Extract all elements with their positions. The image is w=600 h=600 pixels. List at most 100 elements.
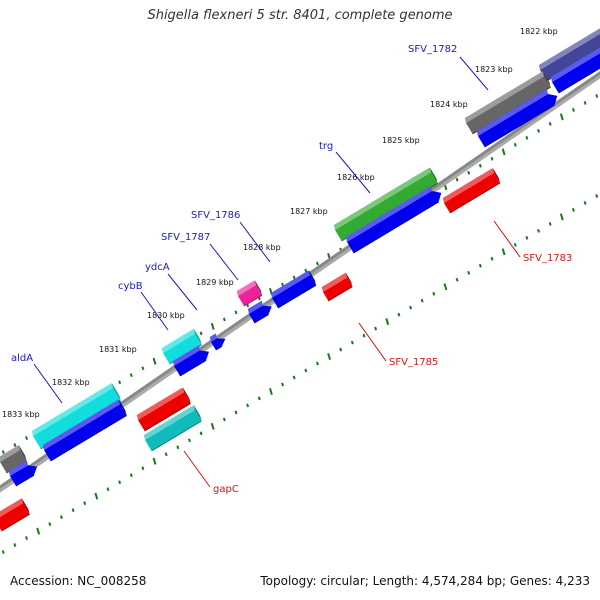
gene-red-1785 xyxy=(321,272,353,302)
leader-line-ydcA xyxy=(167,273,198,311)
gene-teal-gapC xyxy=(143,405,202,452)
tick-dot-0-15 xyxy=(152,357,157,365)
gene-cyan-aldA-top xyxy=(31,383,113,436)
tick-dot-1-11 xyxy=(106,487,110,492)
tick-label-11: 1833 kbp xyxy=(2,410,40,419)
gene-red-1783-edge xyxy=(449,182,501,214)
gene-pink-1786-top xyxy=(236,280,256,296)
gene-cyan-cybB-top xyxy=(161,328,195,353)
tick-dot-1-15 xyxy=(152,457,157,465)
tick-dot-1-31 xyxy=(339,347,343,352)
tick-label-6: 1828 kbp xyxy=(243,243,281,252)
gene-green-trg-top xyxy=(333,167,431,230)
gene-label-ydcA[interactable]: ydcA xyxy=(145,262,170,273)
tick-dot-1-28 xyxy=(304,368,308,373)
gene-gray-1824-top xyxy=(464,71,544,123)
gene-gray-1833 xyxy=(0,445,27,474)
gene-blue-1833 xyxy=(8,460,37,487)
tick-label-8: 1830 kbp xyxy=(147,311,185,320)
tick-dot-0-29 xyxy=(316,261,319,266)
tick-dot-1-19 xyxy=(199,431,203,436)
tick-dot-1-30 xyxy=(327,353,332,361)
gene-blue-1822-edge xyxy=(558,67,600,94)
tick-dot-1-47 xyxy=(525,235,529,240)
tick-dot-0-26 xyxy=(281,282,284,287)
gene-gray-1833-top xyxy=(0,445,20,462)
tick-dot-1-41 xyxy=(455,277,459,282)
tick-dot-1-37 xyxy=(409,305,412,310)
tick-dot-1-27 xyxy=(292,375,296,380)
gene-blue-1822-front xyxy=(552,53,600,93)
gene-navy-1822-front xyxy=(540,34,600,81)
tick-dot-1-40 xyxy=(443,283,448,291)
gene-features xyxy=(0,28,600,532)
tick-dot-1-26 xyxy=(281,382,284,387)
tick-label-2: 1824 kbp xyxy=(430,100,468,109)
leader-line-aldA xyxy=(33,363,63,404)
tick-dot-0-45 xyxy=(501,148,506,156)
gene-red-gapC xyxy=(136,387,191,432)
tick-dot-1-13 xyxy=(129,473,133,478)
gene-red-1785-side xyxy=(345,272,353,287)
tick-dot-0-43 xyxy=(478,163,482,168)
gene-red-edge-front xyxy=(0,503,30,531)
tick-dot-1-20 xyxy=(210,422,215,430)
leader-line-SFV_1785 xyxy=(358,322,387,362)
gene-cyan-aldA-front xyxy=(33,388,121,449)
leader-line-trg xyxy=(335,151,371,194)
tick-dot-0-22 xyxy=(234,310,238,315)
tick-dot-1-45 xyxy=(501,248,506,256)
tick-dot-1-42 xyxy=(467,270,471,275)
tick-dot-0-44 xyxy=(490,156,494,161)
gene-blue-trg-top xyxy=(345,186,432,242)
gene-blue-1786a-side xyxy=(308,270,316,286)
gene-label-cybB[interactable]: cybB xyxy=(118,281,143,292)
gene-blue-aldA-side xyxy=(118,399,127,416)
tick-dot-1-38 xyxy=(420,298,424,303)
accession-text: Accession: NC_008258 xyxy=(10,574,147,588)
tick-dot-0-46 xyxy=(513,142,517,147)
tick-dot-0-27 xyxy=(292,275,296,280)
gene-pink-1786-edge xyxy=(243,294,263,307)
tick-label-9: 1831 kbp xyxy=(99,345,137,354)
gene-red-1783-front xyxy=(444,173,500,213)
tick-dot-0-51 xyxy=(572,108,575,112)
gene-blue-ydcA xyxy=(209,333,226,351)
tick-dot-0-13 xyxy=(129,373,133,378)
gene-label-aldA[interactable]: aldA xyxy=(11,353,33,364)
gene-red-edge-top xyxy=(0,498,23,518)
gene-blue-1786a xyxy=(270,270,317,309)
gene-label-SFV_1782[interactable]: SFV_1782 xyxy=(408,44,457,55)
leader-line-cybB xyxy=(140,291,169,331)
gene-blue-1833-top xyxy=(8,460,29,476)
tick-labels: 1822 kbp 1823 kbp 1824 kbp 1825 kbp 1826 kbp… xyxy=(2,27,558,419)
gene-label-SFV_1787[interactable]: SFV_1787 xyxy=(161,232,210,243)
tick-dot-1-2 xyxy=(1,550,5,554)
tick-dot-1-35 xyxy=(385,318,390,326)
gene-label-SFV_1786[interactable]: SFV_1786 xyxy=(191,210,240,221)
gene-blue-1786a-edge xyxy=(277,284,317,309)
tick-dot-0-12 xyxy=(118,380,122,385)
tick-dot-0-53 xyxy=(595,94,599,98)
tick-dot-0-47 xyxy=(525,135,529,140)
tick-dot-1-7 xyxy=(60,515,63,520)
tick-dot-1-22 xyxy=(234,410,238,415)
gene-blue-ydcA-edge xyxy=(215,345,223,351)
tick-dot-1-23 xyxy=(246,403,250,408)
gene-label-trg[interactable]: trg xyxy=(319,141,333,152)
gene-blue-1824-front xyxy=(478,94,558,147)
tick-dot-0-50 xyxy=(559,113,564,121)
gene-red-1783 xyxy=(442,168,501,214)
gene-label-gapC[interactable]: gapC xyxy=(213,484,239,495)
tick-dot-1-5 xyxy=(36,527,41,535)
map-title: Shigella flexneri 5 str. 8401, complete … xyxy=(147,8,453,23)
gene-label-SFV_1785[interactable]: SFV_1785 xyxy=(389,357,438,368)
tick-dot-1-52 xyxy=(583,201,587,205)
gene-blue-ydcA-top xyxy=(209,333,217,342)
tick-dot-1-48 xyxy=(537,228,540,233)
gene-green-trg-side xyxy=(429,167,438,184)
leader-line-SFV_1787 xyxy=(209,243,239,281)
gene-blue-1787-front xyxy=(249,305,272,323)
gene-label-SFV_1783[interactable]: SFV_1783 xyxy=(523,253,572,264)
